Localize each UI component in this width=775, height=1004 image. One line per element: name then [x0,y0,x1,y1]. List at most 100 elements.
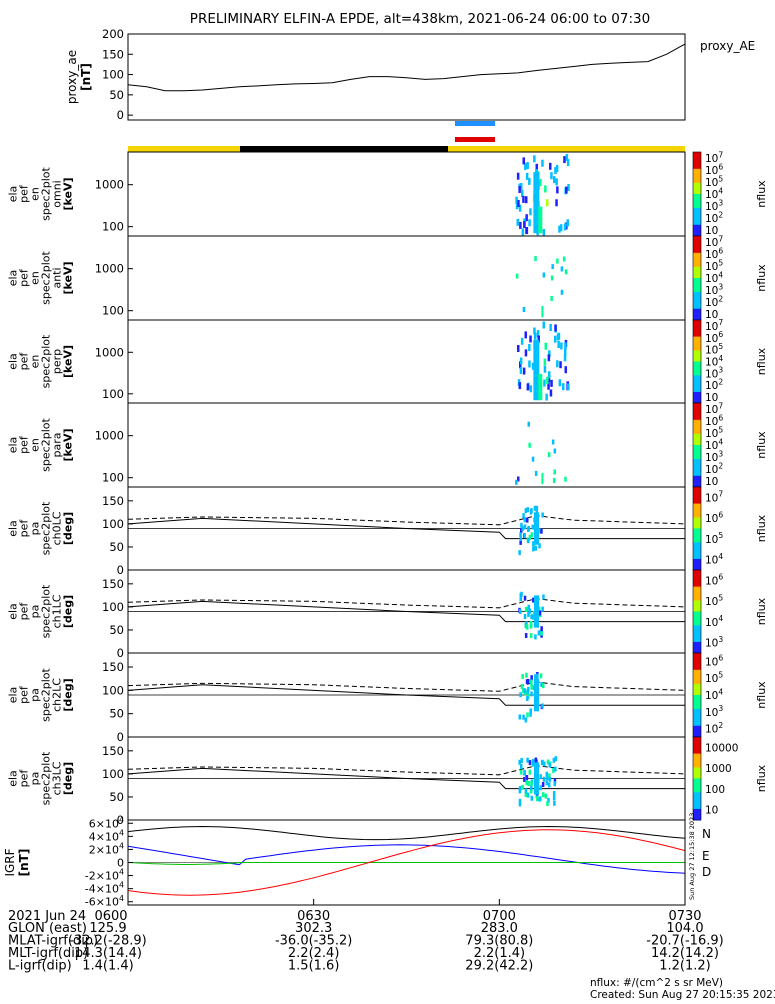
pa-pixel-8 [543,761,546,767]
colorbar-cell-2 [693,311,701,315]
colorbar-tick-3-4: 105 [705,342,723,357]
spectrogram-pixel-1 [542,229,546,236]
colorbar-cell-3 [693,355,701,360]
pa-pixel-5 [523,517,527,523]
pa-pixel-5 [523,533,526,538]
colorbar-cell-8 [693,742,701,746]
pa-pixel-8 [530,795,533,801]
colorbar-cell-4 [693,405,701,410]
pa-pixel-6 [519,596,522,602]
spectrogram-pixel-4 [547,452,551,458]
colorbar-tick-1-2: 103 [705,198,723,213]
colorbar-cell-4 [693,484,701,488]
spectrogram-pixel-3 [557,341,560,348]
energy-ytick-label-3: 1000 [95,345,124,359]
pa-pixel-5 [522,513,525,519]
colorbar-cell-1 [693,222,701,226]
colorbar-tick-7-2: 104 [705,687,723,702]
pa-pixel-5 [530,532,534,538]
spectrogram-pixel-3 [529,385,533,393]
x-row-value-0-3: 104.0 [666,921,703,936]
pa-pixel-6 [540,630,543,636]
colorbar-cell-5 [693,531,701,535]
x-row-value-2-0: 14.3(14.4) [74,946,142,961]
pa-pixel-7 [526,712,529,718]
energy-panel-3-ylabel-1: pef [18,352,31,371]
colorbar-cell-8 [693,817,701,821]
energy-ytick-label-2: 100 [102,304,124,318]
pa-pixel-8 [552,791,556,796]
x-row-label-2: MLT-igrf(dip) [8,946,88,961]
pa-pixel-8 [554,756,558,762]
colorbar-cell-3 [693,347,701,351]
pa-pixel-7 [527,678,530,684]
spectrogram-pixel-3 [567,383,570,391]
pa-panel-6-ylabel-0: ela [7,603,20,620]
pa-pixel-6 [537,630,541,636]
colorbar-tick-2-2: 103 [705,282,723,297]
colorbar-cell-8 [693,797,701,802]
spectrogram-pixel-1 [521,228,525,236]
colorbar-cell-7 [693,723,701,727]
colorbar-cell-7 [693,714,701,718]
colorbar-label-3: nflux [755,347,768,375]
energy-panel-4-frame [127,402,686,488]
colorbar-cell-4 [693,419,701,424]
spectrogram-core-hi-3 [538,373,543,401]
colorbar-cell-1 [693,177,701,181]
colorbar-tick-8-2: 1000 [705,763,732,775]
anti-loss-cone-line [127,515,686,526]
colorbar-cell-1 [693,166,701,170]
pa-pixel-7 [522,714,525,720]
pa-pixel-6 [519,609,522,614]
spectrogram-pixel-3 [560,342,563,350]
colorbar-tick-7-0: 102 [705,721,723,736]
colorbar-tick-8-1: 100 [705,784,725,796]
spectrogram-pixel-1 [525,214,528,222]
igrf-legend-N: N [702,827,711,841]
spectrogram-pixel-1 [565,186,568,194]
colorbar-cell-5 [693,525,701,529]
energy-panel-4-ylabel-2: en [29,438,42,452]
spectrogram-pixel-1 [529,208,532,216]
spectrogram-pixel-2 [534,256,537,262]
spectrogram-pixel-1 [556,186,559,194]
pa-pixel-8 [546,759,550,765]
pa-pixel-8 [525,775,529,780]
pa-panel-7-ylabel-1: pef [18,685,31,704]
spectrogram-pixel-3 [519,367,523,374]
colorbar-cell-7 [693,700,701,704]
colorbar-cell-7 [693,683,701,688]
proxy-ae-panel-frame [127,33,686,121]
ibo-bar [455,121,495,126]
pa-pixel-7 [540,682,543,687]
x-row-label-1: MLAT-igrf(dip) [8,934,98,949]
energy-panel-2-ylabel-3: spec2plot [40,251,53,305]
pa-pixel-8 [539,774,542,780]
colorbar-cell-3 [693,336,701,340]
pa-panel-5-ylabel-5: [deg] [62,512,75,545]
colorbar-cell-1 [693,219,701,223]
spectrogram-pixel-3 [543,379,546,387]
pa-panel-7-ylabel-4: ch2LC [51,678,64,712]
spectrogram-pixel-4 [551,439,555,445]
pa-pixel-8 [545,771,548,777]
pa-pixel-8 [535,759,538,765]
spectrogram-pixel-1 [535,163,538,171]
spectrogram-pixel-4 [531,456,535,462]
colorbar-cell-6 [693,583,701,588]
colorbar-label-5: nflux [755,514,768,542]
colorbar-cell-4 [693,445,701,449]
anti-loss-cone-line [127,765,686,776]
spectrogram-pixel-3 [548,350,551,358]
pa-pixel-5 [523,524,527,530]
colorbar-cell-5 [693,564,701,568]
spectrogram-pixel-1 [555,199,558,207]
colorbar-cell-8 [693,803,701,807]
colorbar-cell-2 [693,258,701,262]
colorbar-cell-1 [693,174,701,178]
spectrogram-pixel-3 [543,365,547,373]
pa-panel-6-ylabel-5: [deg] [62,595,75,628]
colorbar-cell-2 [693,238,701,243]
colorbar-cell-4 [693,442,701,446]
